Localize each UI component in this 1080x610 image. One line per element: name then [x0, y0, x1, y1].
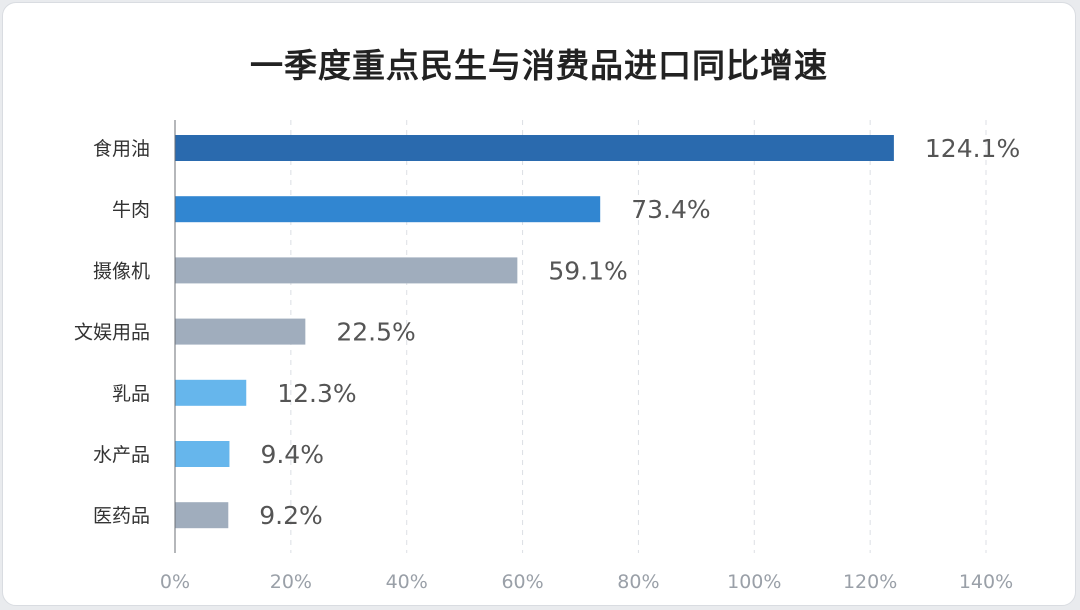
grid-lines [290, 120, 987, 553]
category-label: 医药品 [93, 505, 150, 527]
bar [175, 318, 306, 345]
category-label: 牛肉 [112, 199, 150, 221]
bar [175, 502, 229, 529]
x-tick-label: 120% [843, 571, 897, 593]
category-label: 乳品 [112, 383, 150, 405]
chart-title: 一季度重点民生与消费品进口同比增速 [250, 46, 828, 85]
value-label: 124.1% [925, 134, 1020, 163]
value-label: 22.5% [336, 318, 415, 347]
x-tick-labels: 0% 20% 40% 60% 80% 100% 120% 140% [160, 571, 1013, 593]
value-labels: 124.1% 73.4% 59.1% 22.5% 12.3% 9.4% 9.2% [259, 134, 1020, 530]
bar [175, 441, 230, 467]
value-label: 59.1% [548, 256, 627, 285]
category-label: 文娱用品 [74, 322, 150, 344]
bar [175, 257, 518, 284]
category-label: 水产品 [93, 444, 150, 466]
value-label: 12.3% [277, 379, 356, 408]
value-label: 9.2% [259, 501, 323, 530]
x-tick-label: 100% [727, 571, 781, 593]
category-label: 摄像机 [93, 260, 150, 282]
x-tick-label: 20% [270, 571, 312, 593]
value-label: 73.4% [631, 195, 710, 224]
x-tick-label: 140% [959, 571, 1013, 593]
category-label: 食用油 [93, 138, 150, 160]
bar [175, 379, 247, 406]
value-label: 9.4% [260, 440, 324, 469]
bar [175, 196, 601, 223]
bars [175, 135, 894, 529]
x-tick-label: 40% [386, 571, 428, 593]
x-tick-label: 60% [501, 571, 543, 593]
x-tick-label: 0% [160, 571, 190, 593]
bar [175, 135, 894, 161]
x-tick-label: 80% [617, 571, 659, 593]
